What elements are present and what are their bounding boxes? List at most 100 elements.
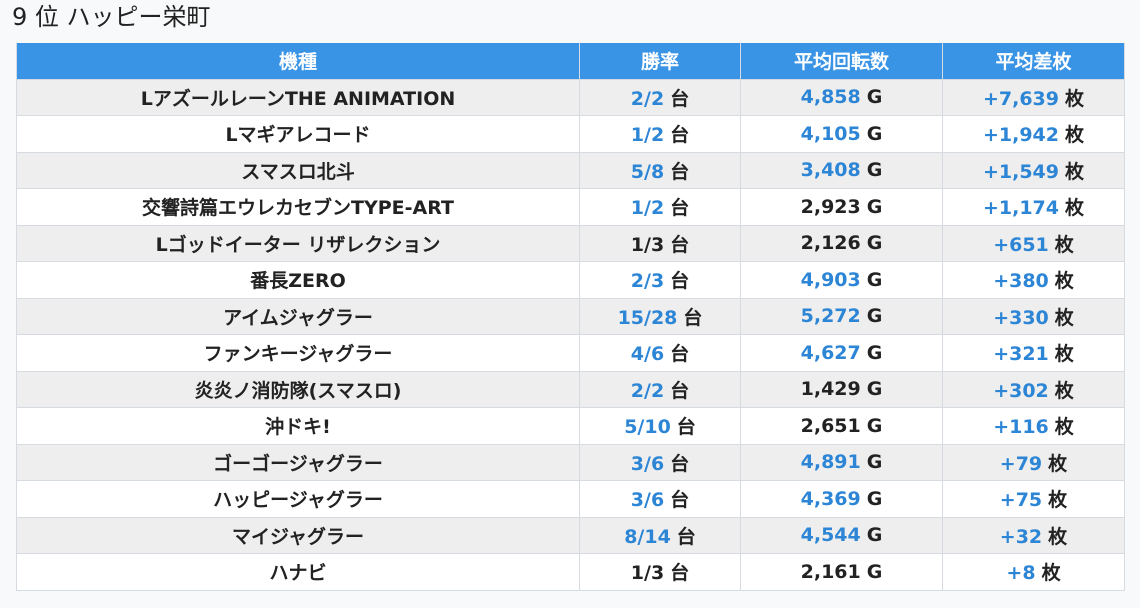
avg-diff-cell-unit: 枚 (1065, 87, 1085, 110)
avg-spins-cell-value: 4,903 (800, 268, 861, 291)
avg-diff-cell-unit: 枚 (1054, 416, 1074, 439)
avg-spins-cell-unit: G (866, 414, 883, 437)
avg-diff-cell-unit: 枚 (1054, 306, 1074, 329)
machine-name-cell: LアズールレーンTHE ANIMATION (16, 78, 580, 116)
avg-spins-cell-value: 4,891 (800, 451, 861, 474)
avg-diff-cell: +1,549 枚 (942, 151, 1125, 189)
win-rate-cell-unit: 台 (670, 233, 690, 256)
avg-diff-cell: +79 枚 (942, 443, 1125, 481)
avg-spins-cell-value: 2,161 (800, 560, 861, 583)
avg-spins-cell: 4,858 G (740, 78, 943, 116)
avg-spins-cell-value: 4,544 (800, 524, 861, 547)
avg-spins-cell-unit: G (866, 451, 883, 474)
avg-spins-cell: 4,369 G (740, 480, 943, 518)
machine-name-cell: ファンキージャグラー (16, 334, 580, 372)
win-rate-cell-value: 5/8 (630, 160, 665, 183)
table-row: 交響詩篇エウレカセブンTYPE-ART 1/2 台 2,923 G +1,174 枚 (16, 188, 1125, 226)
machine-name-cell: Lマギアレコード (16, 115, 580, 153)
win-rate-cell-unit: 台 (670, 87, 690, 110)
avg-diff-cell-value: +302 (993, 379, 1049, 402)
win-rate-cell-value: 1/3 (630, 233, 665, 256)
machine-name-cell: 炎炎ノ消防隊(スマスロ) (16, 370, 580, 408)
win-rate-cell: 2/2 台 (579, 78, 741, 116)
table-row: ゴーゴージャグラー 3/6 台 4,891 G +79 枚 (16, 443, 1125, 481)
table-header-row: 機種 勝率 平均回転数 平均差枚 (16, 43, 1125, 80)
avg-spins-cell-value: 4,858 (800, 86, 861, 109)
avg-diff-cell: +330 枚 (942, 297, 1125, 335)
avg-spins-cell-unit: G (866, 195, 883, 218)
win-rate-cell-unit: 台 (670, 562, 690, 585)
win-rate-cell: 5/10 台 (579, 407, 741, 445)
avg-diff-cell-unit: 枚 (1065, 124, 1085, 147)
avg-spins-cell-unit: G (866, 378, 883, 401)
avg-diff-cell-unit: 枚 (1065, 197, 1085, 220)
avg-diff-cell-unit: 枚 (1048, 452, 1068, 475)
avg-diff-cell-unit: 枚 (1054, 270, 1074, 293)
win-rate-cell-value: 2/2 (630, 87, 665, 110)
win-rate-cell-unit: 台 (676, 416, 696, 439)
avg-diff-cell-value: +116 (993, 416, 1049, 439)
table-row: スマスロ北斗 5/8 台 3,408 G +1,549 枚 (16, 151, 1125, 189)
avg-spins-cell-value: 2,651 (800, 414, 861, 437)
avg-spins-cell-unit: G (866, 159, 883, 182)
win-rate-cell: 1/2 台 (579, 115, 741, 153)
avg-diff-cell-value: +1,174 (982, 197, 1059, 220)
table-row: ハナビ 1/3 台 2,161 G +8 枚 (16, 553, 1125, 591)
win-rate-cell-value: 4/6 (630, 343, 665, 366)
win-rate-cell-value: 1/3 (630, 562, 665, 585)
avg-spins-cell-unit: G (866, 487, 883, 510)
avg-spins-cell: 4,105 G (740, 115, 943, 153)
avg-spins-cell: 2,923 G (740, 188, 943, 226)
win-rate-cell-unit: 台 (670, 160, 690, 183)
avg-spins-cell: 4,627 G (740, 334, 943, 372)
avg-diff-cell: +32 枚 (942, 516, 1125, 554)
avg-diff-cell: +651 枚 (942, 224, 1125, 262)
avg-spins-cell-value: 2,126 (800, 232, 861, 255)
column-header-win-rate: 勝率 (579, 43, 741, 80)
table-row: 番長ZERO 2/3 台 4,903 G +380 枚 (16, 261, 1125, 299)
column-header-avg-spins: 平均回転数 (740, 43, 943, 80)
win-rate-cell-value: 2/3 (630, 270, 665, 293)
machine-name-cell: ゴーゴージャグラー (16, 443, 580, 481)
win-rate-cell-value: 8/14 (624, 525, 671, 548)
avg-diff-cell: +380 枚 (942, 261, 1125, 299)
machine-name-cell: ハナビ (16, 553, 580, 591)
table-row: 炎炎ノ消防隊(スマスロ) 2/2 台 1,429 G +302 枚 (16, 370, 1125, 408)
avg-diff-cell-value: +79 (999, 452, 1043, 475)
win-rate-cell: 2/3 台 (579, 261, 741, 299)
avg-diff-cell-unit: 枚 (1054, 233, 1074, 256)
avg-diff-cell-unit: 枚 (1048, 489, 1068, 512)
avg-diff-cell-value: +8 (1006, 562, 1036, 585)
win-rate-cell-unit: 台 (683, 306, 703, 329)
avg-diff-cell-unit: 枚 (1065, 160, 1085, 183)
avg-spins-cell-unit: G (866, 524, 883, 547)
win-rate-cell-unit: 台 (670, 452, 690, 475)
avg-diff-cell-unit: 枚 (1054, 343, 1074, 366)
avg-spins-cell-unit: G (866, 122, 883, 145)
avg-diff-cell: +7,639 枚 (942, 78, 1125, 116)
machine-name-cell: 沖ドキ! (16, 407, 580, 445)
avg-spins-cell: 1,429 G (740, 370, 943, 408)
avg-diff-cell-value: +32 (999, 525, 1043, 548)
avg-spins-cell: 2,161 G (740, 553, 943, 591)
table-body: LアズールレーンTHE ANIMATION 2/2 台 4,858 G +7,639 枚 Lマ… (16, 78, 1125, 591)
machine-name-cell: スマスロ北斗 (16, 151, 580, 189)
avg-spins-cell-unit: G (866, 86, 883, 109)
avg-diff-cell: +75 枚 (942, 480, 1125, 518)
win-rate-cell: 3/6 台 (579, 480, 741, 518)
avg-spins-cell: 4,891 G (740, 443, 943, 481)
win-rate-cell-value: 5/10 (624, 416, 671, 439)
win-rate-cell: 1/3 台 (579, 553, 741, 591)
table-row: Lマギアレコード 1/2 台 4,105 G +1,942 枚 (16, 115, 1125, 153)
avg-spins-cell: 4,903 G (740, 261, 943, 299)
avg-diff-cell-value: +7,639 (982, 87, 1059, 110)
win-rate-cell-unit: 台 (670, 379, 690, 402)
avg-diff-cell: +1,942 枚 (942, 115, 1125, 153)
avg-spins-cell-unit: G (866, 268, 883, 291)
avg-spins-cell-value: 1,429 (800, 378, 861, 401)
avg-spins-cell: 2,126 G (740, 224, 943, 262)
win-rate-cell-value: 1/2 (630, 124, 665, 147)
table-row: ファンキージャグラー 4/6 台 4,627 G +321 枚 (16, 334, 1125, 372)
column-header-avg-diff: 平均差枚 (942, 43, 1125, 80)
